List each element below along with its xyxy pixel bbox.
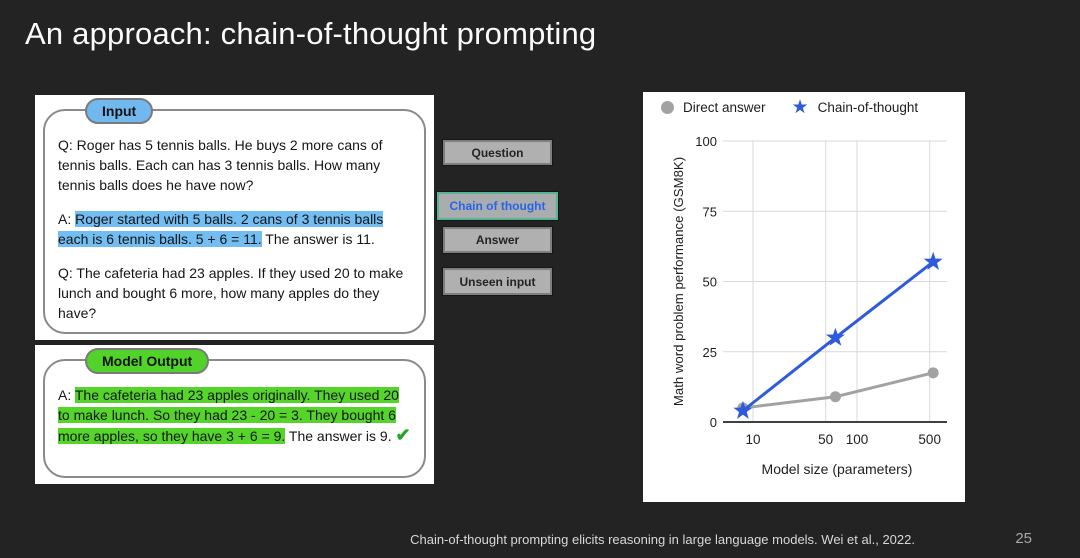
unseen-input-label-button[interactable]: Unseen input (443, 268, 552, 295)
model-output-bubble: Model Output A: The cafeteria had 23 app… (43, 348, 426, 478)
model-answer-rest: The answer is 9. (285, 428, 396, 444)
y-tick-label: 50 (703, 275, 717, 290)
model-output-badge: Model Output (85, 348, 210, 374)
data-point-star (733, 400, 753, 419)
y-tick-label: 100 (695, 134, 717, 149)
line-chart: 0 25 50 75 100 10 50 100 500 Model size (paramete… (671, 134, 947, 477)
checkmark-icon: ✔ (395, 425, 411, 445)
model-answer: A: The cafeteria had 23 apples originall… (58, 385, 411, 446)
data-point-circle (927, 367, 939, 379)
answer-1-rest: The answer is 11. (261, 231, 375, 247)
circle-marker-icon (661, 101, 674, 114)
x-axis-label: Model size (parameters) (762, 461, 913, 477)
star-marker-icon: ★ (791, 97, 809, 118)
legend-item-direct-answer: Direct answer (661, 100, 766, 115)
x-tick-label: 10 (745, 432, 760, 447)
input-text: Q: Roger has 5 tennis balls. He buys 2 m… (45, 111, 424, 331)
model-output-text: A: The cafeteria had 23 apples originall… (45, 361, 424, 454)
legend-item-chain-of-thought: ★ Chain-of-thought (791, 97, 919, 118)
answer-1: A: Roger started with 5 balls. 2 cans of… (58, 209, 411, 249)
y-tick-label: 0 (710, 415, 717, 430)
model-chain-of-thought-highlight: The cafeteria had 23 apples originally. … (58, 387, 399, 444)
y-tick-label: 75 (703, 204, 717, 219)
x-tick-label: 500 (918, 432, 941, 447)
input-badge: Input (85, 98, 154, 124)
page-number: 25 (1015, 530, 1032, 547)
question-2: Q: The cafeteria had 23 apples. If they … (58, 265, 404, 321)
legend-label-chain-of-thought: Chain-of-thought (817, 100, 919, 115)
y-axis-label: Math word problem performance (GSM8K) (671, 157, 686, 406)
data-point-star (825, 327, 845, 346)
answer-label-button[interactable]: Answer (443, 227, 552, 253)
page-title: An approach: chain-of-thought prompting (25, 16, 597, 51)
question-1: Q: Roger has 5 tennis balls. He buys 2 m… (58, 137, 383, 193)
model-output-panel: Model Output A: The cafeteria had 23 app… (35, 345, 434, 484)
answer-1-prefix: A: (58, 211, 76, 227)
model-answer-prefix: A: (58, 387, 75, 403)
chart-panel: Direct answer ★ Chain-of-thought 0 25 50 75… (643, 92, 965, 502)
input-bubble: Input Q: Roger has 5 tennis balls. He bu… (43, 98, 426, 334)
y-tick-label: 25 (703, 345, 717, 360)
question-label-button[interactable]: Question (443, 140, 552, 165)
data-point-circle (829, 391, 841, 403)
x-tick-label: 50 (818, 432, 833, 447)
input-panel: Input Q: Roger has 5 tennis balls. He bu… (35, 95, 434, 340)
chart-legend: Direct answer ★ Chain-of-thought (661, 97, 961, 118)
series-line-circle (742, 371, 934, 410)
data-point-star (923, 251, 943, 270)
legend-label-direct-answer: Direct answer (683, 100, 766, 115)
x-tick-label: 100 (846, 432, 869, 447)
chain-of-thought-label-button[interactable]: Chain of thought (437, 192, 558, 220)
citation: Chain-of-thought prompting elicits reaso… (410, 532, 915, 547)
